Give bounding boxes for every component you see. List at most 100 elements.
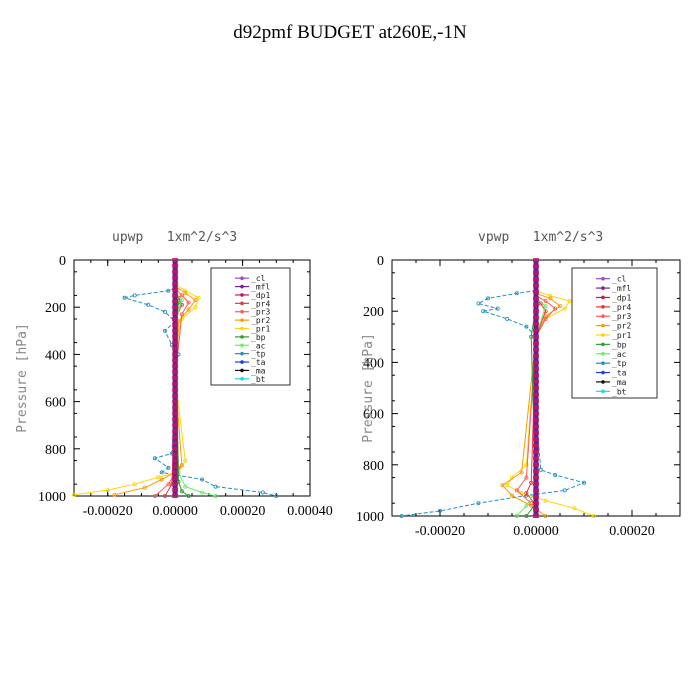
- zero-profile-marker-upwp: [172, 364, 179, 369]
- x-tick-label-vpwp: 0.00020: [609, 524, 655, 539]
- zero-profile-marker-upwp: [172, 429, 179, 434]
- data-point-bp-upwp: [179, 489, 184, 494]
- data-point-bp-vpwp: [529, 334, 534, 339]
- zero-profile-marker-vpwp: [533, 482, 539, 486]
- legend-marker-vpwp: [601, 361, 605, 365]
- data-point-tp-vpwp: [399, 514, 404, 519]
- data-point-tp-upwp: [166, 288, 171, 293]
- zero-profile-marker-upwp: [172, 263, 179, 268]
- zero-profile-marker-vpwp: [533, 469, 539, 474]
- y-axis-label-upwp: Pressure [hPa]: [15, 323, 30, 433]
- y-tick-label-upwp: 200: [45, 301, 66, 316]
- data-point-tp-upwp: [166, 465, 171, 470]
- legend-marker-upwp: [240, 377, 244, 381]
- zero-profile-marker-vpwp: [533, 450, 539, 454]
- zero-profile-marker-vpwp: [533, 501, 539, 506]
- legend-marker-vpwp: [601, 305, 605, 309]
- data-point-pr2-upwp: [159, 477, 164, 482]
- zero-profile-marker-vpwp: [533, 430, 539, 435]
- data-point-pr3-upwp: [179, 312, 184, 317]
- panel-title-upwp: upwp 1xm^2/s^3: [112, 230, 238, 245]
- data-point-pr1-upwp: [193, 305, 198, 310]
- legend-label-vpwp: _bp: [612, 340, 627, 349]
- y-tick-label-vpwp: 600: [363, 408, 384, 423]
- series-line-pr1-vpwp: [506, 290, 594, 517]
- zero-profile-marker-upwp: [172, 334, 179, 339]
- data-point-pr1-vpwp: [548, 293, 553, 298]
- zero-profile-marker-upwp: [172, 358, 179, 363]
- legend-marker-vpwp: [601, 286, 605, 290]
- data-point-pr1-upwp: [105, 488, 110, 493]
- y-tick-label-vpwp: 800: [363, 459, 384, 474]
- data-point-pr1-upwp: [156, 475, 161, 480]
- legend-label-vpwp: _pr2: [612, 322, 631, 331]
- zero-profile-marker-vpwp: [533, 322, 539, 326]
- zero-profile-marker-upwp: [172, 440, 179, 445]
- zero-profile-marker-upwp: [172, 393, 179, 398]
- data-point-pr2-upwp: [179, 463, 184, 468]
- data-point-ac-upwp: [179, 298, 184, 303]
- zero-profile-marker-vpwp: [533, 379, 539, 384]
- zero-profile-marker-vpwp: [533, 277, 539, 282]
- zero-profile-marker-vpwp: [533, 488, 539, 493]
- zero-profile-marker-upwp: [172, 346, 179, 351]
- legend-label-vpwp: _ac: [612, 350, 627, 359]
- data-point-tp-upwp: [162, 309, 167, 314]
- legend-marker-upwp: [240, 360, 244, 364]
- zero-profile-marker-vpwp: [533, 334, 539, 339]
- data-point-pr1-vpwp: [543, 498, 548, 503]
- legend-marker-upwp: [240, 335, 244, 339]
- data-point-ac-vpwp: [524, 503, 529, 508]
- zero-profile-marker-vpwp: [533, 315, 539, 320]
- data-point-tp-vpwp: [562, 488, 567, 493]
- legend-box-vpwp: [571, 267, 658, 399]
- data-point-pr2-upwp: [142, 485, 147, 490]
- zero-profile-marker-vpwp: [533, 296, 539, 301]
- data-point-pr2-vpwp: [543, 514, 548, 519]
- y-axis-label-vpwp: Pressure [hPa]: [361, 333, 376, 443]
- zero-profile-marker-vpwp: [533, 514, 539, 518]
- x-tick-label-upwp: 0.00020: [220, 504, 266, 519]
- zero-profile-marker-upwp: [172, 340, 179, 345]
- legend-marker-upwp: [240, 326, 244, 331]
- y-tick-label-upwp: 600: [45, 396, 66, 411]
- legend-label-vpwp: _bt: [612, 387, 627, 396]
- data-point-pr1-upwp: [132, 482, 137, 487]
- zero-profile-marker-vpwp: [533, 424, 539, 429]
- zero-profile-marker-upwp: [172, 464, 179, 469]
- legend-marker-vpwp: [601, 333, 605, 337]
- zero-profile-marker-vpwp: [533, 456, 539, 461]
- legend-marker-upwp: [240, 368, 244, 373]
- zero-profile-marker-upwp: [172, 399, 179, 404]
- legend-label-vpwp: _dp1: [612, 293, 631, 302]
- zero-profile-marker-vpwp: [533, 475, 539, 480]
- series-line-pr1-upwp: [73, 283, 200, 496]
- zero-profile-marker-upwp: [172, 458, 179, 463]
- legend-label-upwp: _tp: [251, 350, 266, 359]
- data-point-pr2-vpwp: [519, 470, 524, 475]
- legend-label-vpwp: _tp: [612, 359, 627, 368]
- legend-marker-vpwp: [601, 314, 605, 319]
- legend-label-vpwp: _cl: [612, 275, 627, 284]
- data-point-pr3-upwp: [179, 293, 184, 298]
- x-tick-label-upwp: -0.00020: [83, 504, 133, 519]
- zero-profile-marker-vpwp: [533, 494, 539, 499]
- series-line-tp-upwp: [122, 287, 277, 497]
- data-point-ac-upwp: [213, 493, 218, 498]
- zero-profile-marker-upwp: [172, 370, 179, 375]
- zero-profile-marker-vpwp: [533, 328, 539, 333]
- data-point-pr1-vpwp: [591, 514, 596, 519]
- legend-marker-upwp: [240, 284, 244, 289]
- y-tick-label-upwp: 1000: [38, 490, 66, 505]
- data-point-bp-upwp: [186, 493, 191, 498]
- data-point-tp-vpwp: [495, 306, 500, 311]
- legend-marker-vpwp: [601, 380, 605, 384]
- zero-profile-marker-vpwp: [533, 264, 539, 269]
- zero-profile-marker-vpwp: [533, 398, 539, 403]
- legend-marker-vpwp: [601, 342, 605, 347]
- data-point-pr1-vpwp: [505, 483, 510, 488]
- data-point-tp-upwp: [159, 470, 164, 475]
- series-line-pr3-vpwp: [516, 295, 556, 504]
- data-point-pr3-vpwp: [553, 306, 558, 311]
